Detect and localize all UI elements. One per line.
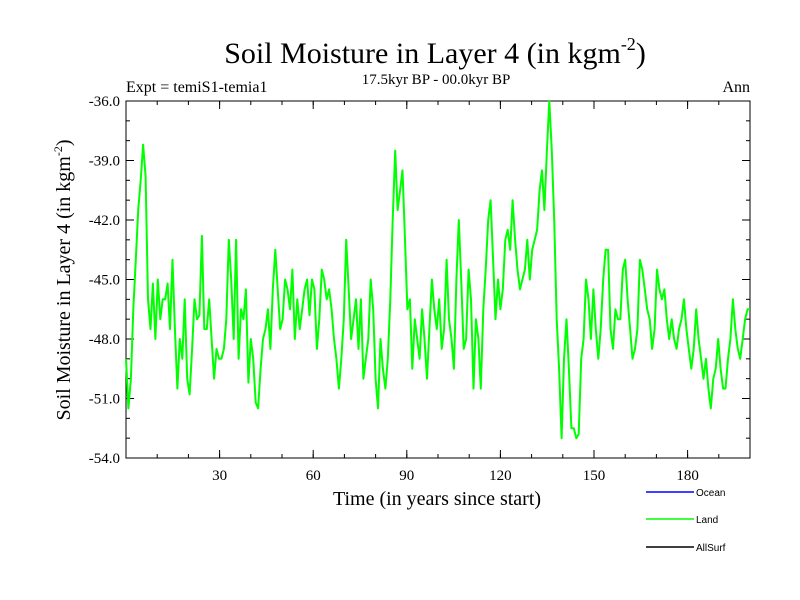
x-tick-label: 30 [212, 468, 227, 484]
x-axis-title: Time (in years since start) [333, 488, 541, 510]
legend: Ocean Land AllSurf [646, 488, 726, 554]
y-axis: -36.0 -39.0 -42.0 -45.0 -48.0 -51.0 -54.0 [89, 94, 750, 467]
series-layer [125, 100, 750, 440]
x-tick-label: 150 [583, 468, 606, 484]
x-tick-label: 60 [306, 468, 321, 484]
chart-subtitle: 17.5kyr BP - 00.0kyr BP [362, 72, 511, 88]
x-tick-label: 180 [676, 468, 699, 484]
x-axis: 30 60 90 120 150 180 [156, 101, 720, 484]
y-tick-label: -48.0 [89, 332, 120, 348]
x-tick-label: 90 [399, 468, 414, 484]
legend-label-land: Land [696, 515, 718, 526]
chart-title-close: ) [636, 37, 646, 70]
y-tick-label: -42.0 [89, 213, 120, 229]
y-axis-title-close: ) [53, 139, 75, 146]
experiment-label: Expt = temiS1-temia1 [126, 79, 267, 96]
series-line-land [125, 100, 750, 440]
y-tick-label: -51.0 [89, 392, 120, 408]
season-label: Ann [722, 79, 750, 96]
y-tick-label: -39.0 [89, 154, 120, 170]
x-tick-label: 120 [489, 468, 512, 484]
chart-title-main: Soil Moisture in Layer 4 (in kgm [224, 37, 621, 70]
y-axis-title: Soil Moisture in Layer 4 (in kgm-2) [51, 139, 75, 420]
chart-title: Soil Moisture in Layer 4 (in kgm-2) [224, 34, 646, 70]
y-axis-title-superscript: -2 [51, 146, 65, 156]
y-tick-label: -45.0 [89, 273, 120, 289]
y-tick-label: -54.0 [89, 451, 120, 467]
legend-label-allsurf: AllSurf [696, 543, 726, 554]
y-axis-title-main: Soil Moisture in Layer 4 (in kgm [53, 156, 75, 421]
y-tick-label: -36.0 [89, 94, 120, 110]
chart-title-superscript: -2 [621, 34, 636, 54]
legend-label-ocean: Ocean [696, 488, 725, 499]
